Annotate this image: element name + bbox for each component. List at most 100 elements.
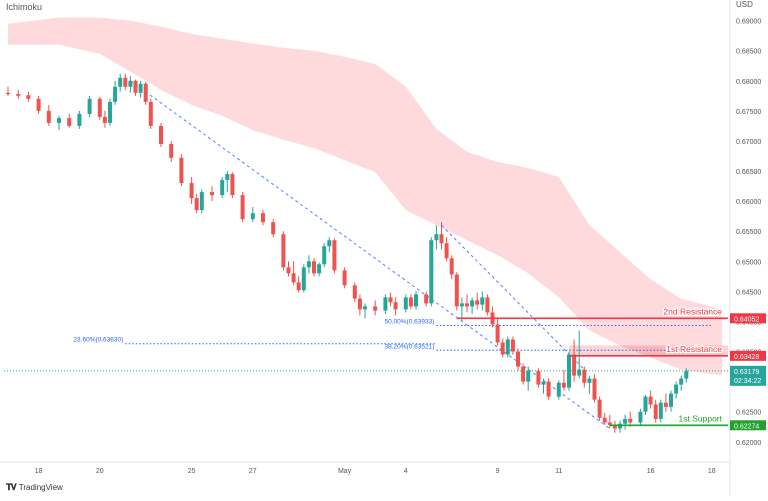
- candle: [240, 192, 245, 223]
- candle-body: [312, 261, 316, 274]
- candle-body: [556, 382, 561, 397]
- candle-body: [373, 306, 378, 311]
- candle: [475, 292, 480, 310]
- candle: [505, 336, 510, 358]
- candle: [159, 122, 163, 147]
- indicator-label[interactable]: Ichimoku: [6, 2, 43, 12]
- candle: [16, 89, 21, 99]
- candle-body: [414, 294, 418, 307]
- candle-body: [454, 274, 459, 307]
- level-label-2: 1st Support: [679, 413, 723, 423]
- candle: [312, 258, 316, 277]
- candle: [485, 294, 490, 316]
- candle: [261, 210, 265, 226]
- candle-body: [526, 370, 531, 382]
- candle: [179, 154, 184, 187]
- price-tag-0-text: 0.64052: [734, 316, 759, 323]
- y-tick-label: 0.62500: [736, 410, 761, 417]
- price-tag-1: 0.63428: [730, 350, 766, 361]
- candle: [220, 177, 225, 199]
- level-label-0: 2nd Resistance: [663, 306, 722, 316]
- price-tag-2: 0.62274: [730, 420, 766, 431]
- candle: [67, 113, 72, 128]
- level-label-1: 1st Resistance: [666, 344, 722, 354]
- candle-body: [113, 86, 118, 102]
- footer-branding: 𝐓𝐕 TradingView: [6, 482, 63, 493]
- candle-body: [684, 370, 689, 379]
- candle-body: [638, 411, 643, 423]
- price-tag-0-bg: [730, 313, 766, 324]
- candle-body: [408, 297, 413, 307]
- candle: [449, 255, 454, 280]
- candle-body: [159, 125, 163, 144]
- candle-body: [607, 422, 612, 425]
- candle-body: [46, 110, 51, 123]
- candle-body: [148, 101, 153, 126]
- candle: [648, 390, 653, 409]
- candle: [674, 381, 679, 399]
- candle: [454, 272, 459, 311]
- candle-body: [663, 402, 668, 407]
- currency-label[interactable]: USD: [736, 0, 753, 9]
- y-tick-label: 0.67000: [736, 139, 761, 146]
- candle-body: [653, 404, 658, 419]
- candle: [123, 73, 128, 90]
- candle-body: [505, 339, 510, 355]
- candle-body: [199, 192, 204, 211]
- resistance-zone: [569, 345, 728, 356]
- x-tick-label: 9: [496, 468, 500, 475]
- candle: [286, 261, 291, 277]
- candle: [6, 86, 10, 96]
- candle-body: [561, 382, 566, 388]
- candle-body: [357, 298, 362, 310]
- candle-body: [393, 302, 398, 310]
- candle-body: [541, 381, 546, 385]
- candle-body: [189, 183, 194, 199]
- candle: [684, 368, 689, 383]
- candle-body: [674, 384, 679, 394]
- price-tag-1-text: 0.63428: [734, 354, 759, 361]
- candle-body: [322, 246, 327, 265]
- candle-body: [327, 240, 332, 247]
- candle: [526, 366, 531, 391]
- candle-body: [306, 261, 311, 268]
- candle: [230, 172, 235, 199]
- candle-body: [602, 417, 607, 423]
- candle-body: [480, 297, 485, 305]
- candle: [281, 231, 286, 271]
- candle-body: [133, 80, 138, 93]
- candle: [521, 363, 526, 385]
- candle-body: [301, 267, 306, 291]
- candle: [342, 267, 347, 289]
- candle: [301, 264, 306, 293]
- candle: [623, 414, 628, 430]
- candle-body: [592, 378, 597, 400]
- candle-body: [669, 393, 673, 407]
- candle-body: [225, 174, 230, 181]
- candle: [597, 396, 602, 421]
- candle: [459, 297, 464, 322]
- candle: [296, 276, 301, 293]
- candle-body: [108, 101, 112, 123]
- candle: [143, 81, 148, 105]
- candle-body: [332, 240, 337, 271]
- candle-body: [194, 198, 199, 211]
- candle: [133, 79, 138, 96]
- candle-body: [36, 98, 41, 111]
- current-price-tag-bg: [730, 365, 766, 386]
- candle-body: [429, 240, 434, 304]
- candle-body: [475, 300, 480, 305]
- candle-body: [57, 118, 61, 123]
- candle-body: [449, 258, 454, 275]
- candle-body: [143, 83, 148, 102]
- candle-body: [439, 234, 444, 244]
- candle-body: [577, 369, 582, 376]
- y-tick-label: 0.68500: [736, 49, 761, 56]
- candle: [546, 378, 551, 400]
- candle-body: [26, 95, 31, 99]
- candle: [306, 255, 311, 274]
- candle-body: [102, 116, 107, 123]
- y-tick-label: 0.69000: [736, 19, 761, 26]
